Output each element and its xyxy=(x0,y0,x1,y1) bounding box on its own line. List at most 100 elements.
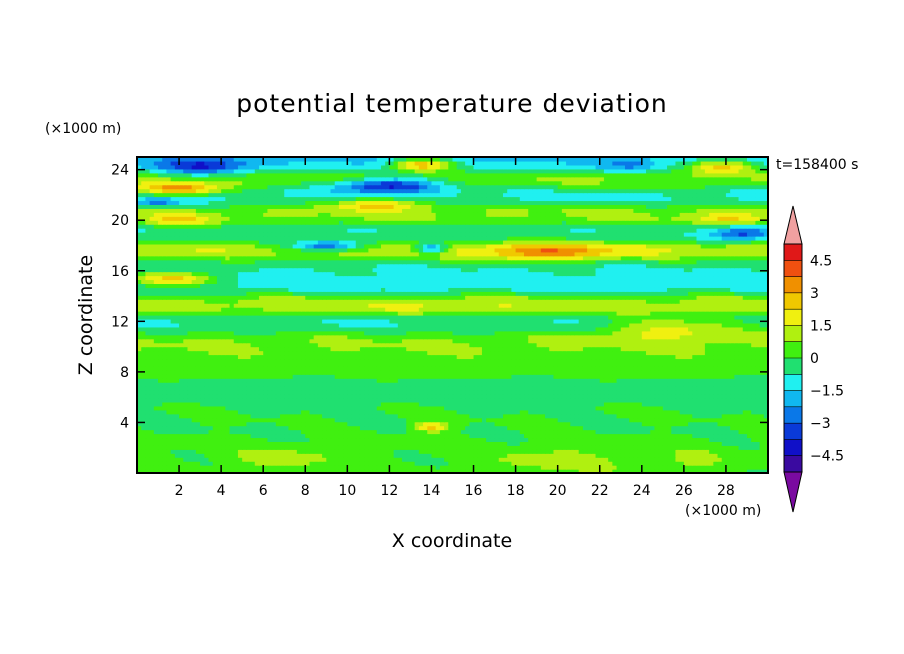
heatmap-cell xyxy=(368,386,374,391)
heatmap-cell xyxy=(587,465,592,470)
heatmap-cell xyxy=(725,469,731,474)
heatmap-cell xyxy=(242,421,247,427)
heatmap-cell xyxy=(439,429,445,435)
heatmap-cell xyxy=(280,457,285,462)
heatmap-cell xyxy=(620,413,626,419)
heatmap-cell xyxy=(587,409,592,415)
heatmap-cell xyxy=(456,397,462,403)
heatmap-cell xyxy=(158,354,163,360)
heatmap-cell xyxy=(469,417,475,423)
heatmap-cell xyxy=(162,441,168,446)
heatmap-cell xyxy=(683,449,689,454)
heatmap-cell xyxy=(599,350,605,356)
heatmap-cell xyxy=(301,421,306,427)
heatmap-cell xyxy=(574,433,580,439)
heatmap-cell xyxy=(658,405,664,411)
heatmap-cell xyxy=(233,441,239,446)
heatmap-cell xyxy=(490,397,496,403)
heatmap-cell xyxy=(452,409,458,415)
heatmap-cell xyxy=(343,469,348,474)
heatmap-cell xyxy=(225,413,231,419)
heatmap-cell xyxy=(322,429,327,435)
heatmap-cell xyxy=(183,441,189,446)
heatmap-cell xyxy=(145,461,151,466)
heatmap-cell xyxy=(675,437,681,442)
heatmap-cell xyxy=(519,370,525,375)
heatmap-cell xyxy=(330,370,336,375)
heatmap-cell xyxy=(250,465,256,470)
heatmap-cell xyxy=(616,441,622,446)
heatmap-cell xyxy=(469,382,475,387)
heatmap-cell xyxy=(280,437,285,442)
heatmap-cell xyxy=(469,457,475,462)
heatmap-cell xyxy=(179,405,184,411)
heatmap-cell xyxy=(662,346,668,352)
heatmap-cell xyxy=(166,386,172,391)
heatmap-cell xyxy=(511,417,517,423)
heatmap-cell xyxy=(418,433,424,439)
heatmap-cell xyxy=(763,469,769,474)
heatmap-cell xyxy=(616,342,622,348)
heatmap-cell xyxy=(717,401,723,407)
heatmap-cell xyxy=(746,437,752,442)
heatmap-cell xyxy=(141,338,147,344)
heatmap-cell xyxy=(305,409,311,415)
heatmap-cell xyxy=(528,453,534,458)
heatmap-cell xyxy=(721,461,727,466)
heatmap-cell xyxy=(389,374,395,379)
heatmap-cell xyxy=(612,354,618,360)
heatmap-cell xyxy=(683,441,689,446)
heatmap-cell xyxy=(137,366,142,371)
heatmap-cell xyxy=(692,421,698,427)
heatmap-cell xyxy=(212,378,218,383)
heatmap-cell xyxy=(368,461,374,466)
heatmap-cell xyxy=(751,453,756,458)
heatmap-cell xyxy=(755,421,761,427)
heatmap-cell xyxy=(545,342,550,348)
heatmap-cell xyxy=(216,370,222,375)
heatmap-cell xyxy=(730,413,735,419)
heatmap-cell xyxy=(502,346,508,352)
heatmap-cell xyxy=(305,401,311,407)
heatmap-cell xyxy=(557,374,563,379)
heatmap-cell xyxy=(730,382,735,387)
heatmap-cell xyxy=(267,437,273,442)
heatmap-cell xyxy=(603,457,609,462)
heatmap-cell xyxy=(456,409,462,415)
heatmap-cell xyxy=(624,433,630,439)
heatmap-cell xyxy=(595,421,601,427)
heatmap-cell xyxy=(515,366,521,371)
heatmap-cell xyxy=(553,437,559,442)
heatmap-cell xyxy=(183,409,189,415)
heatmap-cell xyxy=(376,382,382,387)
heatmap-cell xyxy=(532,437,538,442)
heatmap-cell xyxy=(414,401,420,407)
heatmap-cell xyxy=(435,394,441,399)
heatmap-cell xyxy=(431,386,437,391)
heatmap-cell xyxy=(288,397,294,403)
heatmap-cell xyxy=(166,394,172,399)
heatmap-cell xyxy=(460,354,466,360)
heatmap-cell xyxy=(658,397,664,403)
heatmap-cell xyxy=(683,354,689,360)
heatmap-cell xyxy=(195,362,201,367)
heatmap-cell xyxy=(212,374,218,379)
heatmap-cell xyxy=(158,429,163,435)
heatmap-cell xyxy=(179,350,184,356)
heatmap-cell xyxy=(654,386,660,391)
heatmap-cell xyxy=(397,346,403,352)
heatmap-cell xyxy=(242,409,247,415)
heatmap-cell xyxy=(200,358,205,363)
heatmap-cell xyxy=(225,429,231,435)
heatmap-cell xyxy=(557,366,563,371)
heatmap-cell xyxy=(212,425,218,431)
heatmap-cell xyxy=(271,453,277,458)
heatmap-cell xyxy=(561,413,567,419)
heatmap-cell xyxy=(204,417,210,423)
heatmap-cell xyxy=(145,453,151,458)
heatmap-cell xyxy=(191,370,197,375)
heatmap-cell xyxy=(431,362,437,367)
heatmap-cell xyxy=(292,453,298,458)
heatmap-cell xyxy=(359,401,365,407)
heatmap-cell xyxy=(292,441,298,446)
